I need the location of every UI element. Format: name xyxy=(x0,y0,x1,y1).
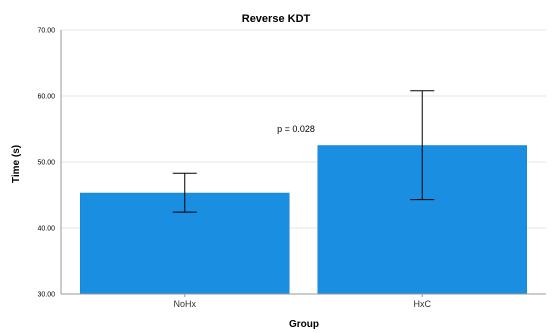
p-value-annotation: p = 0.028 xyxy=(277,124,315,134)
x-tick-label: NoHx xyxy=(173,299,196,309)
y-tick-label: 50.00 xyxy=(37,160,55,167)
error-bars xyxy=(172,90,435,213)
x-axis-title: Group xyxy=(289,319,319,330)
chart-title: Reverse KDT xyxy=(242,13,311,25)
x-tick-label: HxC xyxy=(414,299,432,309)
x-tick-labels: NoHx HxC xyxy=(173,294,431,309)
y-tick-label: 70.00 xyxy=(37,28,55,35)
y-tick-label: 60.00 xyxy=(37,94,55,101)
axes xyxy=(60,30,546,295)
y-axis-title: Time (s) xyxy=(11,145,22,183)
error-bar-nohx xyxy=(172,172,197,213)
y-tick-labels: 30.00 40.00 50.00 60.00 70.00 xyxy=(37,28,55,299)
y-tick-label: 30.00 xyxy=(37,292,55,299)
y-tick-label: 40.00 xyxy=(37,226,55,233)
bars xyxy=(80,145,527,295)
error-bar-hxc xyxy=(410,90,435,201)
